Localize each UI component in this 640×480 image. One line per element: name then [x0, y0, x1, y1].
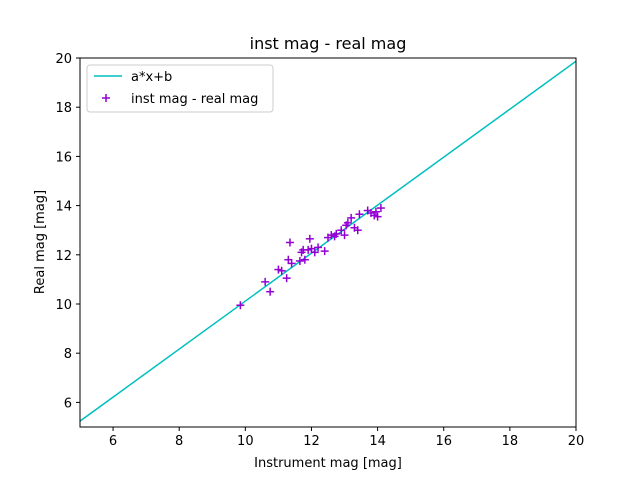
scatter-point — [376, 204, 385, 213]
y-axis: 6 8 10 12 14 16 18 20 — [55, 52, 80, 411]
scatter-point — [355, 210, 364, 219]
scatter-point — [295, 256, 304, 265]
x-axis-label: Instrument mag [mag] — [254, 456, 402, 471]
scatter-point — [287, 259, 296, 268]
scatter-point — [343, 218, 352, 227]
plot-frame — [79, 57, 577, 428]
scatter-point — [347, 213, 356, 222]
legend-label-fit: a*x+b — [131, 70, 172, 85]
scatter-point — [300, 255, 309, 264]
scatter-point — [373, 212, 382, 221]
scatter-point — [236, 301, 245, 310]
y-tick-label: 8 — [64, 347, 72, 362]
x-tick-label: 20 — [568, 434, 585, 449]
scatter-point — [310, 248, 319, 257]
scatter-point — [371, 207, 380, 216]
x-tick-label: 16 — [435, 434, 452, 449]
scatter-point — [353, 226, 362, 235]
legend-label-scatter: inst mag - real mag — [131, 92, 258, 107]
legend-box — [86, 64, 274, 113]
x-tick-label: 8 — [175, 434, 183, 449]
scatter-point — [285, 238, 294, 247]
x-axis: 6 8 10 12 14 16 18 20 — [109, 427, 584, 449]
legend-plus-marker — [102, 94, 110, 102]
scatter-point — [305, 234, 314, 243]
scatter-point — [277, 266, 286, 275]
y-tick-label: 6 — [64, 396, 72, 411]
scatter-point — [314, 243, 323, 252]
scatter-point — [337, 226, 346, 235]
y-tick-label: 20 — [55, 52, 72, 67]
x-tick-label: 14 — [369, 434, 386, 449]
y-tick-label: 12 — [55, 249, 72, 264]
legend: a*x+b inst mag - real mag — [86, 64, 274, 113]
x-tick-label: 10 — [237, 434, 254, 449]
scatter-point — [282, 274, 291, 283]
scatter-point — [266, 287, 275, 296]
scatter-point — [320, 247, 329, 256]
x-tick-label: 12 — [303, 434, 320, 449]
y-tick-label: 18 — [55, 101, 72, 116]
scatter-point — [261, 277, 270, 286]
scatter-layer — [236, 204, 385, 310]
x-tick-label: 18 — [502, 434, 519, 449]
y-tick-label: 16 — [55, 150, 72, 165]
x-tick-label: 6 — [109, 434, 117, 449]
y-tick-label: 14 — [55, 200, 72, 215]
chart-title: inst mag - real mag — [250, 34, 407, 53]
scatter-point — [332, 229, 341, 238]
y-tick-label: 10 — [55, 298, 72, 313]
y-axis-label: Real mag [mag] — [33, 190, 48, 294]
scatter-point — [340, 231, 349, 240]
